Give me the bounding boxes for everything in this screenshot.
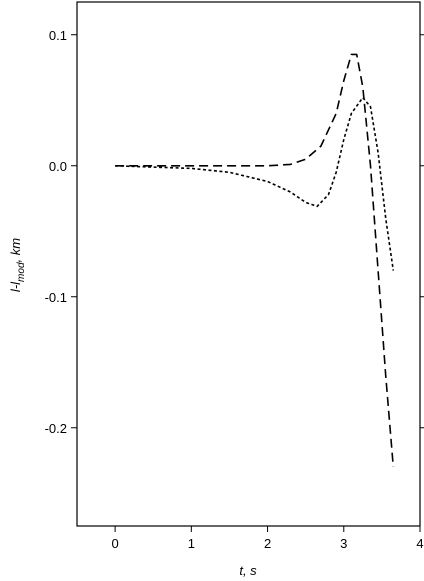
- x-axis-label: t, s: [239, 563, 257, 578]
- data-line: [115, 96, 395, 271]
- x-tick-label: 0: [111, 536, 118, 551]
- y-tick-label: 0.1: [49, 28, 67, 43]
- y-label-suffix: , km: [8, 238, 23, 263]
- plot-frame: [76, 1, 421, 527]
- y-tick-label: -0.2: [45, 421, 67, 436]
- y-label-main: l-l: [8, 281, 23, 292]
- x-tick-label: 1: [188, 536, 195, 551]
- y-tick-label: 0.0: [49, 159, 67, 174]
- x-tick-label: 4: [416, 536, 423, 551]
- x-tick-label: 3: [340, 536, 347, 551]
- y-axis-label: l-lmod, km: [8, 238, 27, 292]
- x-tick-label: 2: [264, 536, 271, 551]
- data-line: [115, 53, 395, 468]
- y-label-sub: mod: [16, 262, 27, 282]
- y-tick-label: -0.1: [45, 290, 67, 305]
